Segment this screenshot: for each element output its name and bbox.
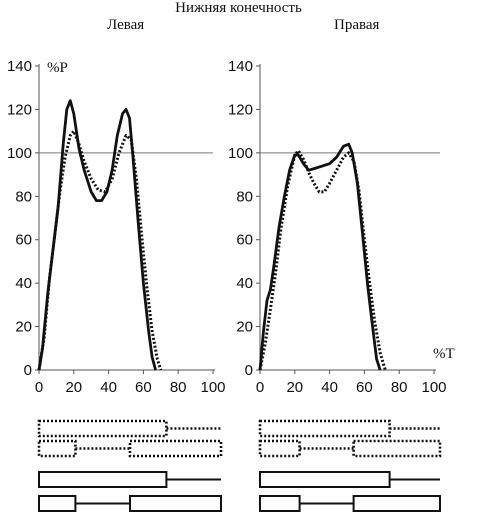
y-tick-label: 0	[245, 362, 253, 379]
y-tick-label: 20	[236, 319, 253, 336]
y-tick-label: 60	[236, 232, 253, 249]
y-tick-label: 140	[228, 58, 253, 75]
x-tick-label: 0	[256, 379, 264, 396]
left-limb-plot: 0 20 40 60 80 100 120 140 0 20 40 60 80 100 %P	[7, 58, 226, 396]
stance-phase-box	[352, 495, 442, 512]
y-tick-label: 100	[228, 145, 253, 162]
figure-title: Нижняя конечность	[175, 0, 302, 16]
right-limb-plot: 0 20 40 60 80 100 120 140 0 20 40 60 80 100 %T	[228, 58, 455, 396]
right-phase-bars	[258, 419, 442, 512]
stance-phase-box	[37, 439, 77, 458]
x-tick-label: 100	[200, 379, 225, 396]
right-panel-title: Правая	[334, 17, 380, 33]
x-axis-unit-label: %T	[433, 346, 455, 362]
x-tick-label: 40	[100, 379, 117, 396]
x-tick-label: 100	[421, 379, 446, 396]
stance-phase-box	[38, 471, 168, 488]
x-tick-label: 40	[321, 379, 338, 396]
stance-phase-box	[259, 495, 301, 512]
stance-phase-box	[38, 495, 77, 512]
y-tick-label: 120	[7, 101, 32, 118]
x-tick-label: 80	[170, 379, 187, 396]
stance-phase-box	[128, 439, 223, 458]
x-tick-label: 20	[286, 379, 303, 396]
dotted-series-line	[258, 149, 387, 371]
x-tick-label: 60	[356, 379, 373, 396]
y-tick-label: 20	[15, 319, 32, 336]
y-tick-label: 100	[7, 145, 32, 162]
y-tick-label: 0	[24, 362, 32, 379]
stance-phase-box	[259, 471, 391, 488]
y-tick-label: 140	[7, 58, 32, 75]
x-tick-label: 0	[35, 379, 43, 396]
x-tick-label: 20	[65, 379, 82, 396]
y-tick-label: 80	[236, 188, 253, 205]
x-tick-label: 80	[391, 379, 408, 396]
stance-phase-box	[352, 439, 442, 458]
stance-phase-box	[258, 419, 391, 438]
y-tick-label: 80	[15, 188, 32, 205]
solid-series-line	[258, 142, 382, 371]
x-tick-label: 60	[135, 379, 152, 396]
left-phase-bars	[37, 419, 223, 512]
y-tick-label: 40	[15, 275, 32, 292]
stance-phase-box	[37, 419, 168, 438]
left-panel-title: Левая	[107, 17, 145, 33]
stance-phase-box	[258, 439, 301, 458]
y-tick-label: 120	[228, 101, 253, 118]
y-tick-label: 60	[15, 232, 32, 249]
dotted-series-line	[37, 129, 163, 371]
y-axis-unit-label: %P	[47, 60, 68, 76]
stance-phase-box	[129, 495, 222, 512]
solid-series-line	[37, 99, 157, 371]
y-tick-label: 40	[236, 275, 253, 292]
